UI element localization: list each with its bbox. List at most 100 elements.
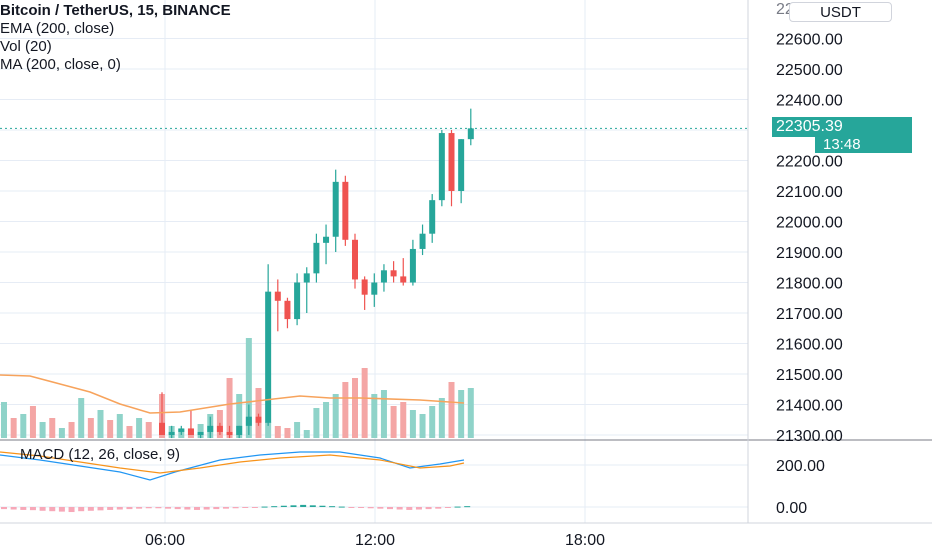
volume-bar: [380, 390, 387, 438]
candle-body: [390, 270, 397, 277]
macd-histogram-bar: [396, 507, 403, 510]
volume-bar: [332, 394, 339, 438]
volume-bar: [255, 388, 262, 438]
volume-bar: [97, 410, 104, 438]
candle-body: [168, 431, 175, 435]
candle-body: [361, 279, 368, 295]
macd-histogram-bar: [203, 507, 210, 510]
macd-histogram-bar: [406, 507, 413, 510]
price-tick-label: 21600.00: [776, 337, 843, 354]
price-tick-label: 22200.00: [776, 154, 843, 171]
ema-line: [0, 374, 465, 414]
candle-body: [409, 248, 416, 283]
volume-bar: [29, 406, 36, 438]
macd-histogram-bar: [261, 506, 268, 508]
volume-bar: [107, 420, 114, 438]
macd-histogram-bar: [415, 507, 422, 510]
candle-body: [342, 181, 349, 240]
macd-histogram-bar: [20, 507, 27, 510]
price-tick-label: 22100.00: [776, 184, 843, 201]
volume-bar: [274, 426, 281, 438]
volume-bar: [342, 382, 349, 438]
volume-bar: [197, 424, 204, 438]
indicator-ma[interactable]: MA (200, close, 0): [0, 56, 121, 73]
macd-histogram-bar: [290, 505, 297, 507]
volume-bar: [458, 390, 465, 438]
macd-histogram-bar: [454, 506, 461, 508]
macd-histogram-bar: [251, 507, 258, 508]
candle-body: [284, 300, 291, 320]
candle-body: [438, 133, 445, 201]
time-tick-label: 06:00: [145, 532, 185, 549]
volume-bar: [284, 428, 291, 438]
macd-histogram-bar: [222, 507, 229, 509]
price-tick-label: 21900.00: [776, 245, 843, 262]
indicator-volume[interactable]: Vol (20): [0, 38, 52, 55]
macd-histogram-bar: [309, 505, 316, 507]
macd-histogram-bar: [136, 507, 143, 509]
volume-bar: [438, 398, 445, 438]
candle-body: [332, 181, 339, 237]
chart-legend: Bitcoin / TetherUS, 15, BINANCE EMA (200…: [0, 2, 231, 74]
volume-bar: [245, 338, 252, 438]
volume-bar: [294, 422, 301, 438]
candle-body: [207, 425, 214, 432]
price-tick-label: 21800.00: [776, 276, 843, 293]
volume-bar: [58, 428, 65, 438]
volume-bar: [68, 422, 75, 438]
volume-bar: [352, 378, 358, 438]
macd-histogram-bar: [184, 507, 191, 510]
macd-histogram-bar: [97, 507, 104, 511]
macd-legend[interactable]: MACD (12, 26, close, 9): [20, 446, 181, 463]
candle-body: [352, 239, 358, 280]
candle-body: [371, 282, 378, 295]
candle-body: [245, 416, 252, 426]
volume-bar: [371, 394, 378, 438]
volume-bar: [1, 402, 7, 438]
last-price-tag: 22305.39: [772, 117, 912, 137]
macd-histogram-bar: [1, 507, 7, 510]
macd-histogram-bar: [444, 507, 451, 508]
candle-body: [265, 291, 272, 423]
volume-bar: [87, 418, 94, 438]
macd-histogram-bar: [329, 506, 336, 508]
candle-body: [400, 276, 407, 283]
volume-bar: [136, 418, 143, 438]
price-tick-label: 22500.00: [776, 62, 843, 79]
indicator-ema[interactable]: EMA (200, close): [0, 20, 115, 37]
macd-histogram-bar: [145, 507, 152, 509]
volume-bar: [20, 414, 27, 438]
volume-bar: [313, 408, 320, 438]
macd-tick-label: 0.00: [776, 500, 807, 517]
macd-histogram-bar: [49, 507, 56, 512]
macd-histogram-bar: [213, 507, 220, 510]
volume-bar: [116, 414, 123, 438]
macd-histogram-bar: [194, 507, 200, 510]
symbol-title[interactable]: Bitcoin / TetherUS, 15, BINANCE: [0, 2, 231, 19]
macd-histogram-bar: [464, 506, 471, 508]
macd-signal-line: [0, 451, 465, 474]
candle-body: [159, 422, 165, 435]
macd-histogram-bar: [425, 507, 432, 510]
candle-body: [303, 273, 310, 283]
macd-histogram-bar: [58, 507, 65, 512]
volume-bar: [145, 422, 152, 438]
candle-body: [429, 200, 436, 234]
macd-histogram-bar: [29, 507, 36, 511]
candle-body: [216, 425, 223, 432]
currency-button[interactable]: USDT: [789, 2, 892, 22]
volume-bar: [39, 422, 46, 438]
volume-bar: [49, 418, 56, 438]
candle-body: [294, 282, 301, 320]
volume-bar: [448, 382, 455, 438]
volume-bar: [390, 406, 397, 438]
macd-histogram-bar: [300, 504, 307, 507]
volume-bar: [10, 418, 17, 438]
macd-histogram-bar: [377, 507, 384, 509]
candle-body: [419, 233, 426, 249]
volume-bar: [126, 426, 133, 438]
volume-bar: [419, 414, 426, 438]
candle-body: [323, 236, 330, 243]
price-tick-label: 21300.00: [776, 428, 843, 445]
